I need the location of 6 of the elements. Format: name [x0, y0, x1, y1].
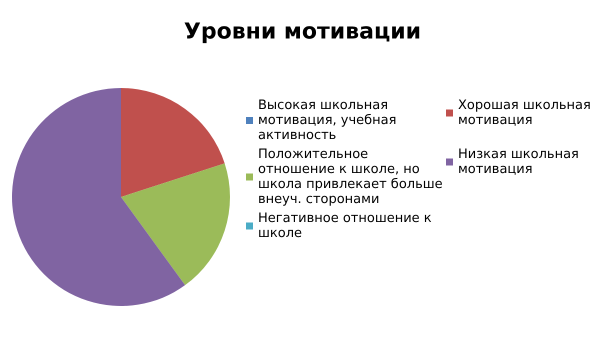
- legend-label: Хорошая школьная мотивация: [458, 98, 591, 128]
- legend-label: Положительное отношение к школе, но школа привлекает больше внеуч. сторонами: [258, 147, 443, 207]
- chart-title: Уровни мотивации: [184, 20, 422, 44]
- legend-label: Высокая школьная мотивация, учебная активность: [258, 98, 396, 143]
- legend-label: Низкая школьная мотивация: [458, 147, 579, 177]
- legend-label: Негативное отношение к школе: [258, 211, 432, 241]
